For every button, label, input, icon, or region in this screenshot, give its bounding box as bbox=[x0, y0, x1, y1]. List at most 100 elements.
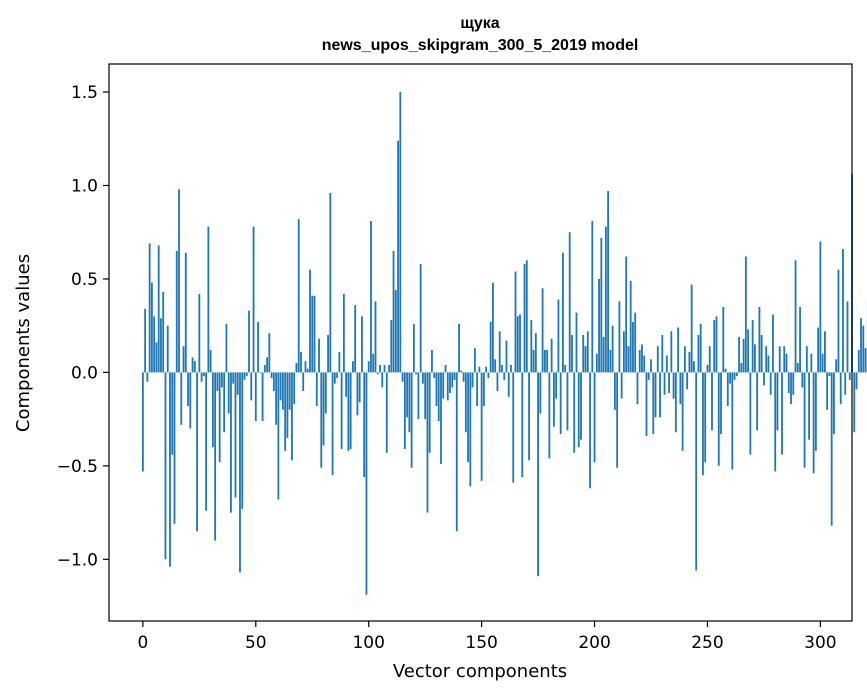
bar-component-281 bbox=[776, 372, 779, 431]
bar-component-51 bbox=[257, 321, 259, 373]
bar-component-65 bbox=[288, 372, 291, 410]
bar-component-41 bbox=[234, 372, 237, 498]
bar-component-144 bbox=[467, 372, 469, 463]
bar-component-37 bbox=[225, 323, 228, 373]
bar-component-269 bbox=[749, 372, 752, 455]
bar-component-136 bbox=[449, 372, 451, 393]
bar-component-33 bbox=[216, 372, 219, 392]
bar-component-58 bbox=[272, 372, 275, 392]
x-tick-label: 0 bbox=[137, 633, 148, 653]
bar-component-259 bbox=[726, 372, 729, 407]
bar-component-13 bbox=[171, 372, 174, 455]
bar-component-15 bbox=[175, 250, 178, 373]
bar-component-46 bbox=[245, 372, 248, 377]
bar-component-320 bbox=[864, 348, 867, 373]
bar-component-83 bbox=[329, 192, 332, 373]
bar-component-36 bbox=[223, 372, 226, 433]
bar-component-224 bbox=[647, 372, 650, 380]
bar-component-44 bbox=[241, 372, 244, 509]
bar-component-92 bbox=[349, 372, 352, 450]
bar-component-234 bbox=[670, 331, 673, 373]
bar-component-133 bbox=[442, 372, 445, 399]
bar-component-27 bbox=[202, 372, 205, 377]
bar-component-205 bbox=[604, 226, 607, 373]
bar-component-134 bbox=[444, 364, 447, 373]
bar-component-94 bbox=[354, 305, 357, 373]
bar-component-207 bbox=[609, 349, 612, 373]
bar-component-221 bbox=[641, 344, 643, 373]
bar-component-114 bbox=[399, 92, 402, 373]
bar-component-195 bbox=[582, 335, 585, 373]
bar-component-211 bbox=[618, 301, 621, 373]
bar-component-230 bbox=[661, 335, 664, 373]
bar-component-111 bbox=[392, 250, 395, 373]
bar-component-297 bbox=[812, 372, 815, 474]
bar-component-97 bbox=[361, 316, 363, 373]
bar-component-163 bbox=[510, 364, 512, 373]
bar-component-229 bbox=[659, 372, 661, 418]
bar-component-210 bbox=[616, 372, 619, 468]
bar-component-202 bbox=[598, 278, 600, 373]
y-tick-label: 1.0 bbox=[71, 176, 98, 196]
bar-component-181 bbox=[550, 338, 553, 373]
bar-component-216 bbox=[629, 280, 632, 373]
bar-component-157 bbox=[496, 372, 499, 392]
bars-group bbox=[141, 92, 867, 595]
bar-component-179 bbox=[546, 349, 549, 373]
bar-component-292 bbox=[801, 372, 804, 388]
bar-component-76 bbox=[313, 295, 316, 373]
bar-component-257 bbox=[722, 306, 725, 373]
bar-component-299 bbox=[817, 327, 820, 373]
bar-component-2 bbox=[146, 372, 149, 382]
bar-component-296 bbox=[810, 353, 813, 373]
bar-component-84 bbox=[331, 372, 334, 476]
bar-component-160 bbox=[503, 372, 506, 380]
bar-component-275 bbox=[763, 372, 765, 386]
bar-component-40 bbox=[232, 372, 235, 384]
bar-component-219 bbox=[636, 372, 639, 405]
bar-component-42 bbox=[236, 372, 239, 395]
bar-component-255 bbox=[717, 372, 720, 466]
bar-component-315 bbox=[853, 372, 856, 433]
bar-component-67 bbox=[293, 372, 296, 405]
bar-component-6 bbox=[155, 342, 158, 373]
bar-component-89 bbox=[342, 293, 345, 373]
bar-component-250 bbox=[706, 364, 709, 373]
bar-component-196 bbox=[584, 346, 587, 373]
bar-component-102 bbox=[372, 353, 375, 373]
bar-component-131 bbox=[437, 372, 440, 422]
bar-component-19 bbox=[184, 252, 187, 373]
bar-component-206 bbox=[607, 191, 609, 373]
bar-component-143 bbox=[464, 372, 467, 433]
y-tick-label: 0.0 bbox=[71, 363, 98, 383]
bar-component-148 bbox=[476, 372, 479, 407]
bar-component-161 bbox=[505, 340, 508, 373]
bar-component-188 bbox=[566, 372, 569, 431]
bar-component-151 bbox=[482, 372, 485, 407]
bar-component-39 bbox=[230, 372, 232, 513]
bar-component-293 bbox=[803, 372, 806, 468]
bar-component-107 bbox=[383, 364, 386, 373]
bar-component-182 bbox=[552, 372, 555, 427]
bar-component-238 bbox=[679, 372, 682, 405]
bar-component-282 bbox=[778, 346, 781, 373]
bar-component-291 bbox=[799, 306, 801, 373]
bar-component-225 bbox=[650, 359, 652, 373]
bar-component-214 bbox=[625, 256, 628, 373]
x-tick-label: 200 bbox=[578, 633, 610, 653]
bar-component-96 bbox=[358, 372, 361, 403]
bar-component-254 bbox=[715, 316, 718, 373]
bar-component-286 bbox=[787, 372, 790, 393]
bar-component-62 bbox=[281, 372, 284, 410]
bar-component-138 bbox=[453, 372, 456, 380]
bar-component-305 bbox=[830, 372, 833, 526]
bar-component-213 bbox=[623, 331, 625, 373]
bar-component-135 bbox=[446, 372, 449, 401]
bar-component-277 bbox=[767, 355, 770, 373]
bar-component-162 bbox=[507, 372, 510, 397]
bar-component-113 bbox=[397, 140, 399, 373]
chart-title-line2: news_upos_skipgram_300_5_2019 model bbox=[322, 37, 639, 54]
bar-component-150 bbox=[480, 372, 483, 481]
bar-component-249 bbox=[704, 372, 707, 463]
bar-component-117 bbox=[406, 372, 409, 418]
